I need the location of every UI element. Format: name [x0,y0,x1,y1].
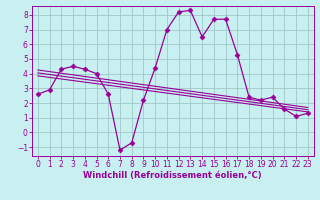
X-axis label: Windchill (Refroidissement éolien,°C): Windchill (Refroidissement éolien,°C) [84,171,262,180]
